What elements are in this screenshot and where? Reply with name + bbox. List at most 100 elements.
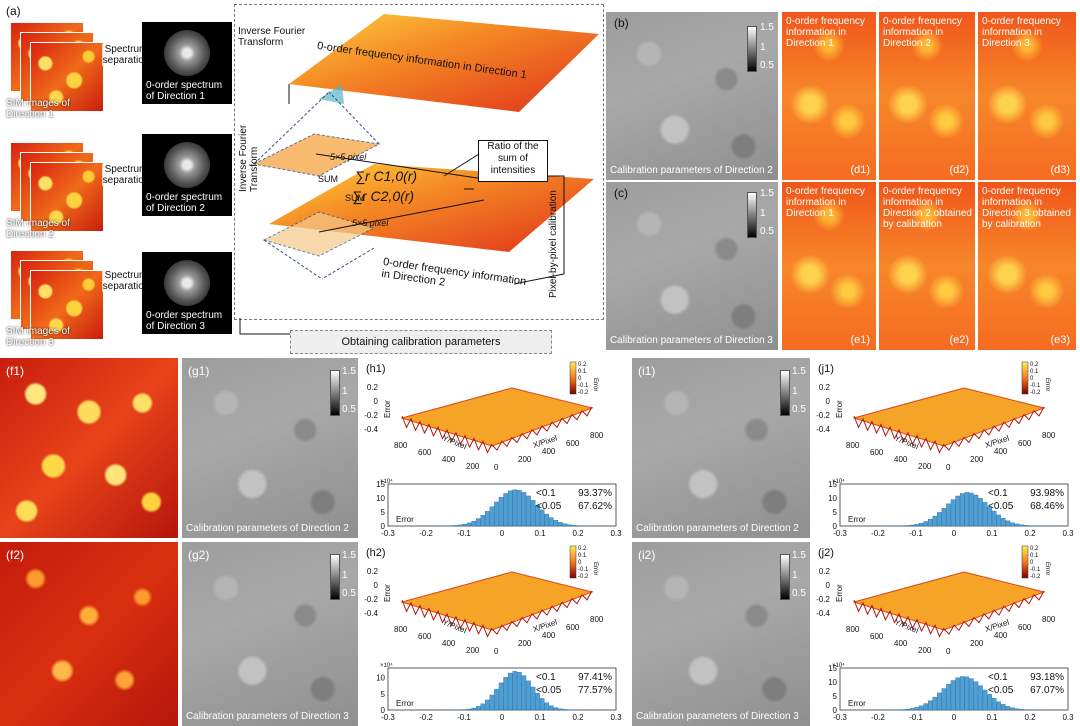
histogram-bar — [507, 490, 513, 527]
x-tick: 0.3 — [610, 713, 622, 722]
process-diagram — [252, 14, 599, 285]
svg-text:Error: Error — [1044, 378, 1050, 391]
histogram-bar — [1005, 520, 1011, 527]
x-tick: 0.2 — [1024, 529, 1036, 538]
histogram-bar — [950, 499, 956, 527]
svg-text:600: 600 — [870, 448, 884, 457]
histogram-bar — [932, 696, 938, 711]
x-tick: -0.2 — [419, 713, 433, 722]
svg-text:400: 400 — [994, 631, 1008, 640]
histogram-bar — [558, 708, 563, 711]
histogram-bar — [955, 677, 960, 711]
svg-text:0: 0 — [494, 463, 499, 472]
y-tick: 5 — [833, 692, 838, 701]
histogram-bar — [485, 511, 490, 527]
svg-text:800: 800 — [846, 441, 860, 450]
svg-text:-0.1: -0.1 — [578, 383, 589, 389]
y-tick: 10 — [376, 674, 385, 683]
stat-key: <0.1 — [536, 672, 556, 683]
svg-text:800: 800 — [394, 441, 408, 450]
histogram-bar — [548, 517, 554, 527]
spectrum-disc-icon — [164, 30, 210, 76]
x-tick: 0.2 — [1024, 713, 1036, 722]
histogram-bar — [535, 692, 540, 711]
svg-text:0: 0 — [826, 581, 831, 590]
svg-text:600: 600 — [566, 623, 580, 632]
svg-text:-0.2: -0.2 — [816, 595, 830, 604]
svg-text:200: 200 — [466, 462, 480, 471]
stat-value: 67.62% — [578, 501, 612, 512]
histogram-bar — [946, 684, 951, 711]
histogram-bar — [476, 706, 481, 711]
histogram-bar — [932, 515, 938, 527]
stat-key: <0.1 — [988, 488, 1008, 499]
y-tick: 15 — [828, 664, 837, 673]
x-tick: -0.3 — [381, 529, 395, 538]
equation-c1: ∑r C1,0(r) — [355, 168, 418, 184]
histogram-bar — [982, 689, 988, 711]
x-tick: -0.1 — [909, 713, 923, 722]
exponent-label: ×10⁴ — [832, 478, 845, 485]
exponent-label: ×10⁴ — [380, 662, 393, 669]
svg-text:0.2: 0.2 — [367, 567, 379, 576]
histogram-bar — [914, 524, 919, 527]
histogram-bar — [480, 703, 486, 711]
x-label: Error — [396, 515, 414, 524]
svg-text:600: 600 — [418, 448, 432, 457]
label-g2: (g2) — [188, 548, 210, 562]
x-tick: 0.3 — [1062, 713, 1074, 722]
svg-text:-0.1: -0.1 — [1030, 383, 1041, 389]
svg-text:-0.2: -0.2 — [816, 411, 830, 420]
panel-f2-image — [0, 542, 178, 726]
svg-text:0.1: 0.1 — [1030, 553, 1039, 559]
histogram-bar — [1019, 524, 1024, 527]
svg-text:600: 600 — [418, 632, 432, 641]
x-tick: 0.1 — [534, 529, 546, 538]
surface-plot-h2: (h2)0.20-0.2-0.4Error800600400200Y/Pixel… — [364, 545, 604, 656]
histogram-bar — [991, 698, 997, 711]
x-tick: 0 — [500, 713, 505, 722]
x-tick: -0.3 — [833, 713, 847, 722]
svg-text:-0.4: -0.4 — [816, 425, 830, 434]
exponent-label: ×10⁴ — [380, 478, 393, 485]
svg-text:0.2: 0.2 — [1030, 362, 1039, 368]
x-tick: -0.2 — [871, 713, 885, 722]
y-tick: 5 — [381, 690, 386, 699]
svg-text:200: 200 — [518, 639, 532, 648]
histogram-bar — [526, 680, 531, 711]
y-tick: 5 — [381, 508, 386, 517]
histogram-bar — [950, 680, 956, 711]
histogram-bar — [498, 682, 504, 711]
label-h1: (h1) — [366, 363, 386, 375]
histogram-bar — [476, 518, 481, 527]
spectrum-sep-3: Spectrum separation — [102, 270, 150, 292]
svg-text:0: 0 — [1030, 560, 1034, 566]
x-tick: -0.1 — [457, 713, 471, 722]
svg-text:200: 200 — [970, 455, 984, 464]
svg-text:400: 400 — [542, 631, 556, 640]
svg-text:0: 0 — [946, 463, 951, 472]
x-tick: 0 — [952, 713, 957, 722]
histogram-bar — [978, 685, 983, 711]
svg-text:400: 400 — [894, 455, 908, 464]
x-tick: -0.2 — [419, 529, 433, 538]
histogram-bar — [530, 500, 536, 527]
sum-label-1: SUM — [318, 174, 338, 184]
svg-text:400: 400 — [542, 447, 556, 456]
histogram-bar — [544, 702, 549, 711]
svg-text:0: 0 — [578, 560, 582, 566]
histogram-bar — [512, 489, 518, 527]
svg-text:600: 600 — [870, 632, 884, 641]
svg-text:400: 400 — [442, 639, 456, 648]
histogram-bar — [521, 492, 527, 527]
y-tick: 0 — [381, 522, 386, 531]
histogram-bar — [1000, 518, 1006, 527]
ift-label-1: Inverse Fourier Transform — [238, 26, 306, 48]
histogram-bar — [918, 705, 924, 711]
histogram-bar — [489, 506, 495, 527]
histogram-bar — [503, 493, 508, 527]
histogram-bar — [498, 497, 504, 527]
histogram-bar — [562, 523, 568, 527]
stat-key: <0.05 — [536, 685, 562, 696]
stat-key: <0.05 — [536, 501, 562, 512]
